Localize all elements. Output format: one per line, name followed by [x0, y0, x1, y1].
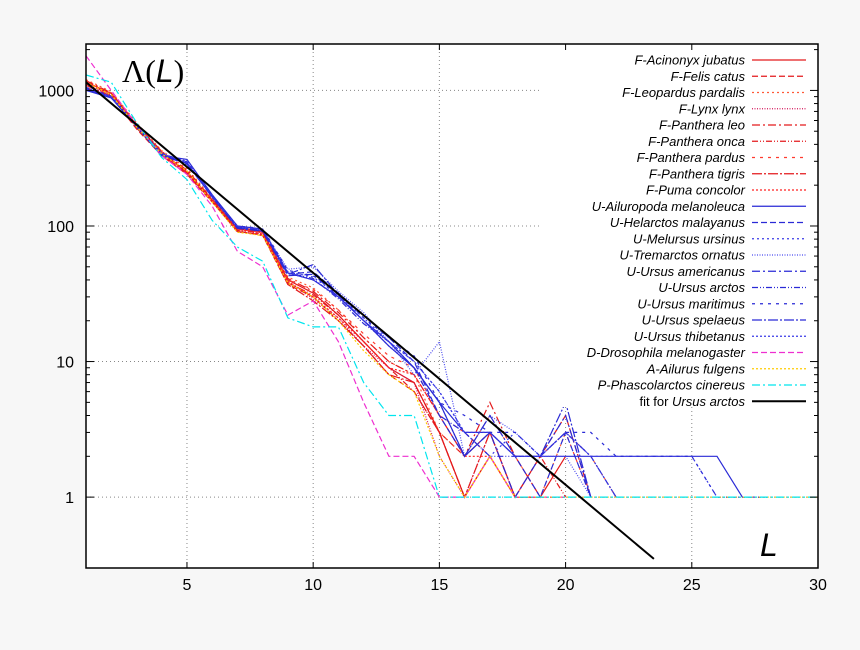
legend-label-19: A-Ailurus fulgens — [646, 361, 746, 376]
legend-species-name: Ailurus fulgens — [659, 361, 746, 376]
legend-label-2: F-Leopardus pardalis — [622, 85, 745, 100]
legend-species-name: Drosophila melanogaster — [600, 345, 745, 360]
legend-label-1: F-Felis catus — [671, 69, 746, 84]
legend-label-14: U-Ursus arctos — [658, 280, 745, 295]
y-axis-label-close: ) — [174, 53, 185, 89]
legend-species-name: Panthera pardus — [649, 150, 746, 165]
legend-prefix: U- — [620, 248, 634, 263]
x-tick-label: 25 — [683, 577, 701, 594]
legend-background — [540, 47, 814, 407]
legend-label-11: U-Melursus ursinus — [633, 231, 745, 246]
x-tick-label: 10 — [304, 577, 322, 594]
y-axis-label-symbol: Λ( — [122, 53, 156, 89]
legend-label-6: F-Panthera pardus — [637, 150, 746, 165]
legend-prefix: F- — [622, 85, 635, 100]
y-tick-label: 1 — [65, 490, 74, 507]
series-line-15 — [86, 86, 768, 498]
legend-prefix: U- — [658, 280, 672, 295]
legend-label-7: F-Panthera tigris — [649, 166, 746, 181]
x-tick-label: 15 — [430, 577, 448, 594]
legend-label-15: U-Ursus maritimus — [637, 296, 745, 311]
legend-prefix: U- — [627, 264, 641, 279]
y-axis-label: Λ(L) — [122, 53, 184, 89]
legend-label-17: U-Ursus thibetanus — [634, 329, 746, 344]
legend-label-9: U-Ailuropoda melanoleuca — [592, 199, 745, 214]
legend-species-name: Ursus arctos — [672, 394, 745, 409]
legend-species-name: Lynx lynx — [691, 101, 745, 116]
legend-species-name: Panthera tigris — [661, 166, 745, 181]
legend-species-name: Leopardus pardalis — [634, 85, 745, 100]
series-line-8 — [86, 82, 566, 498]
legend-species-name: Phascolarctos cinereus — [611, 378, 746, 393]
series-layer — [86, 55, 818, 560]
legend-species-name: Ailuropoda melanoleuca — [605, 199, 745, 214]
x-tick-label: 20 — [557, 577, 575, 594]
series-line-20 — [86, 74, 818, 498]
legend-species-name: Ursus arctos — [672, 280, 745, 295]
legend-prefix: F- — [659, 118, 672, 133]
y-tick-label: 100 — [47, 219, 74, 236]
legend-species-name: Puma concolor — [658, 183, 745, 198]
legend-species-name: Ursus thibetanus — [647, 329, 745, 344]
legend-species-name: Ursus americanus — [640, 264, 745, 279]
legend-prefix: F- — [649, 166, 662, 181]
legend-label-21: fit for Ursus arctos — [640, 394, 746, 409]
legend-species-name: Panthera onca — [660, 134, 745, 149]
legend-prefix: U- — [610, 215, 624, 230]
series-line-12 — [86, 86, 592, 498]
legend-label-5: F-Panthera onca — [648, 134, 745, 149]
y-axis-label-variable: L — [156, 53, 174, 89]
series-line-13 — [86, 89, 592, 499]
legend-label-3: F-Lynx lynx — [679, 101, 746, 116]
x-axis-label: L — [760, 527, 778, 563]
legend-prefix: U- — [633, 231, 647, 246]
legend-prefix: F- — [671, 69, 684, 84]
legend-label-8: F-Puma concolor — [646, 183, 746, 198]
legend-prefix: F- — [646, 183, 659, 198]
legend-label-20: P-Phascolarctos cinereus — [598, 378, 746, 393]
legend-prefix: U- — [637, 296, 651, 311]
series-line-17 — [86, 88, 617, 498]
legend-prefix: U- — [592, 199, 606, 214]
legend-label-13: U-Ursus americanus — [627, 264, 746, 279]
legend-label-10: U-Helarctos malayanus — [610, 215, 746, 230]
grid — [86, 44, 818, 568]
y-tick-label: 10 — [56, 355, 74, 372]
legend-prefix: U- — [634, 329, 648, 344]
legend-species-name: Felis catus — [683, 69, 746, 84]
legend-prefix: D- — [587, 345, 601, 360]
series-line-21 — [86, 81, 655, 560]
legend-prefix: U- — [642, 313, 656, 328]
legend-prefix: fit for — [640, 394, 673, 409]
series-clip-group — [86, 55, 818, 560]
x-tick-label: 30 — [809, 577, 827, 594]
plot-frame — [85, 43, 819, 569]
ticks: 5 10 15 20 25 30 1 10 100 1000 — [38, 44, 827, 594]
legend-species-name: Melursus ursinus — [647, 231, 746, 246]
y-tick-label: 1000 — [38, 83, 74, 100]
legend-species-name: Ursus maritimus — [651, 296, 745, 311]
legend-species-name: Tremarctos ornatus — [633, 248, 745, 263]
legend-label-4: F-Panthera leo — [659, 118, 745, 133]
legend-prefix: F- — [634, 53, 647, 68]
legend-species-name: Panthera leo — [671, 118, 745, 133]
legend-label-18: D-Drosophila melanogaster — [587, 345, 746, 360]
legend-prefix: F- — [679, 101, 692, 116]
legend-species-name: Ursus spelaeus — [655, 313, 745, 328]
legend-prefix: F- — [637, 150, 650, 165]
legend-prefix: P- — [598, 378, 612, 393]
legend-label-16: U-Ursus spelaeus — [642, 313, 746, 328]
legend-prefix: F- — [648, 134, 661, 149]
legend-species-name: Acinonyx jubatus — [646, 53, 746, 68]
legend-prefix: A- — [646, 361, 661, 376]
legend-label-12: U-Tremarctos ornatus — [620, 248, 746, 263]
legend-label-0: F-Acinonyx jubatus — [634, 53, 745, 68]
x-tick-label: 5 — [183, 577, 192, 594]
legend-species-name: Helarctos malayanus — [624, 215, 746, 230]
series-line-18 — [86, 55, 566, 498]
